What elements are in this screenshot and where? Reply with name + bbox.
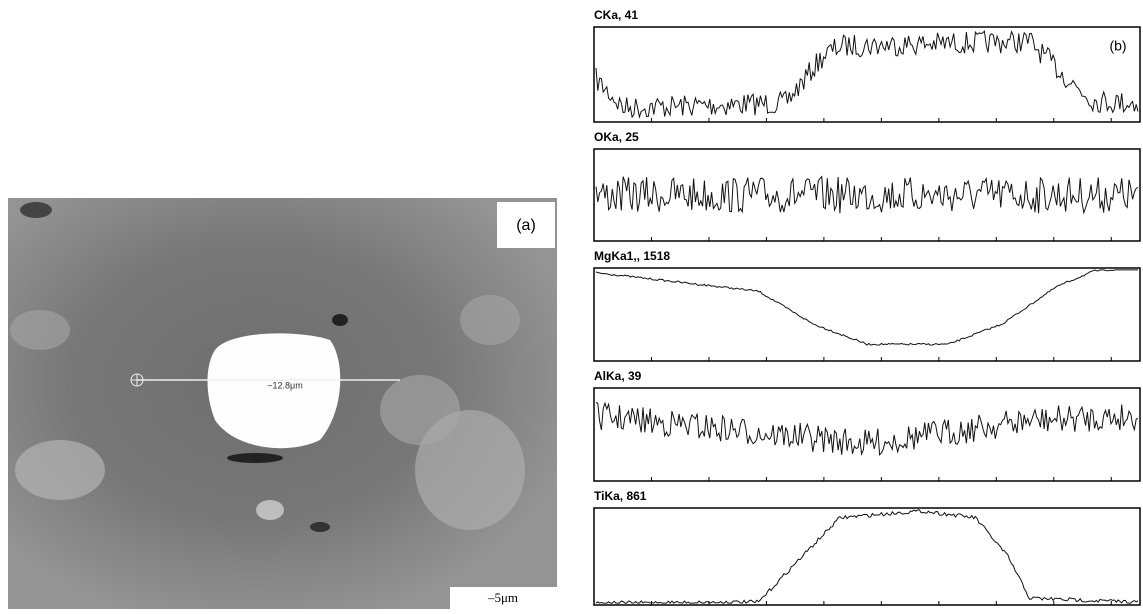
trace xyxy=(596,177,1138,214)
trace-label: MgKa1,, 1518 xyxy=(594,249,670,263)
trace-frame xyxy=(594,388,1140,481)
trace xyxy=(596,510,1138,603)
measure-label: ~12.8μm xyxy=(267,380,302,390)
figure: ~12.8μm (a) –5μm (b) CKa, 41 OKa, 25 MgKa1… xyxy=(0,0,1143,609)
trace-label: CKa, 41 xyxy=(594,8,638,22)
trace xyxy=(596,31,1138,117)
trace xyxy=(596,402,1138,455)
scale-bar-label: –5μm xyxy=(487,590,518,605)
sem-image: ~12.8μm (a) –5μm xyxy=(8,198,557,609)
panel-label: (b) xyxy=(1109,38,1126,54)
trace-label: TiKa, 861 xyxy=(594,489,647,503)
trace-label: AlKa, 39 xyxy=(594,369,642,383)
trace-frame xyxy=(594,508,1140,605)
trace xyxy=(596,270,1138,345)
panel-label: (a) xyxy=(516,217,536,234)
line-scans: (b) CKa, 41 OKa, 25 MgKa1,, 1518 AlKa, 39 Ti… xyxy=(594,8,1140,605)
trace-label: OKa, 25 xyxy=(594,130,639,144)
